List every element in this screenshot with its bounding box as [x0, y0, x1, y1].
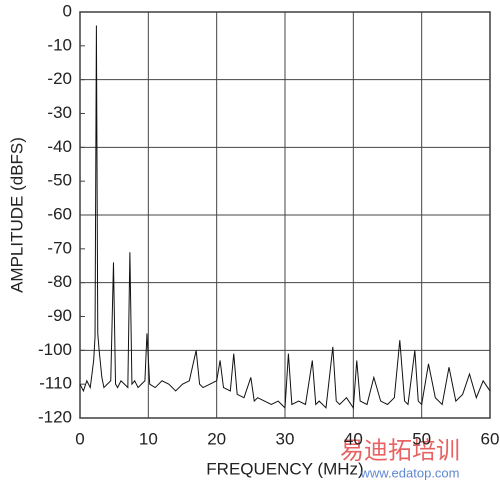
y-tick-label: -40 — [47, 137, 72, 156]
y-tick-label: -110 — [39, 374, 72, 393]
y-tick-label: -20 — [47, 69, 72, 88]
x-tick-label: 0 — [75, 429, 84, 448]
y-tick-label: -80 — [47, 272, 72, 291]
x-tick-label: 40 — [344, 429, 363, 448]
y-tick-label: -30 — [47, 103, 72, 122]
watermark: 易迪拓培训 — [340, 437, 460, 464]
y-axis-title: AMPLITUDE (dBFS) — [7, 137, 26, 293]
watermark-url: www.edatop.com — [360, 465, 460, 480]
y-tick-label: -60 — [47, 204, 72, 223]
y-tick-label: -70 — [47, 238, 72, 257]
x-axis-title: FREQUENCY (MHz) — [206, 459, 363, 478]
x-tick-label: 50 — [412, 429, 431, 448]
y-tick-label: -120 — [38, 407, 72, 426]
y-tick-label: -10 — [47, 35, 72, 54]
x-tick-label: 10 — [139, 429, 158, 448]
x-tick-label: 60 — [481, 429, 500, 448]
x-tick-label: 20 — [207, 429, 226, 448]
y-tick-label: -50 — [47, 171, 72, 190]
x-tick-label: 30 — [276, 429, 295, 448]
spectrum-line — [79, 25, 491, 410]
y-tick-label: -90 — [47, 306, 72, 325]
y-tick-label: 0 — [63, 1, 72, 20]
y-tick-label: -100 — [38, 340, 72, 359]
